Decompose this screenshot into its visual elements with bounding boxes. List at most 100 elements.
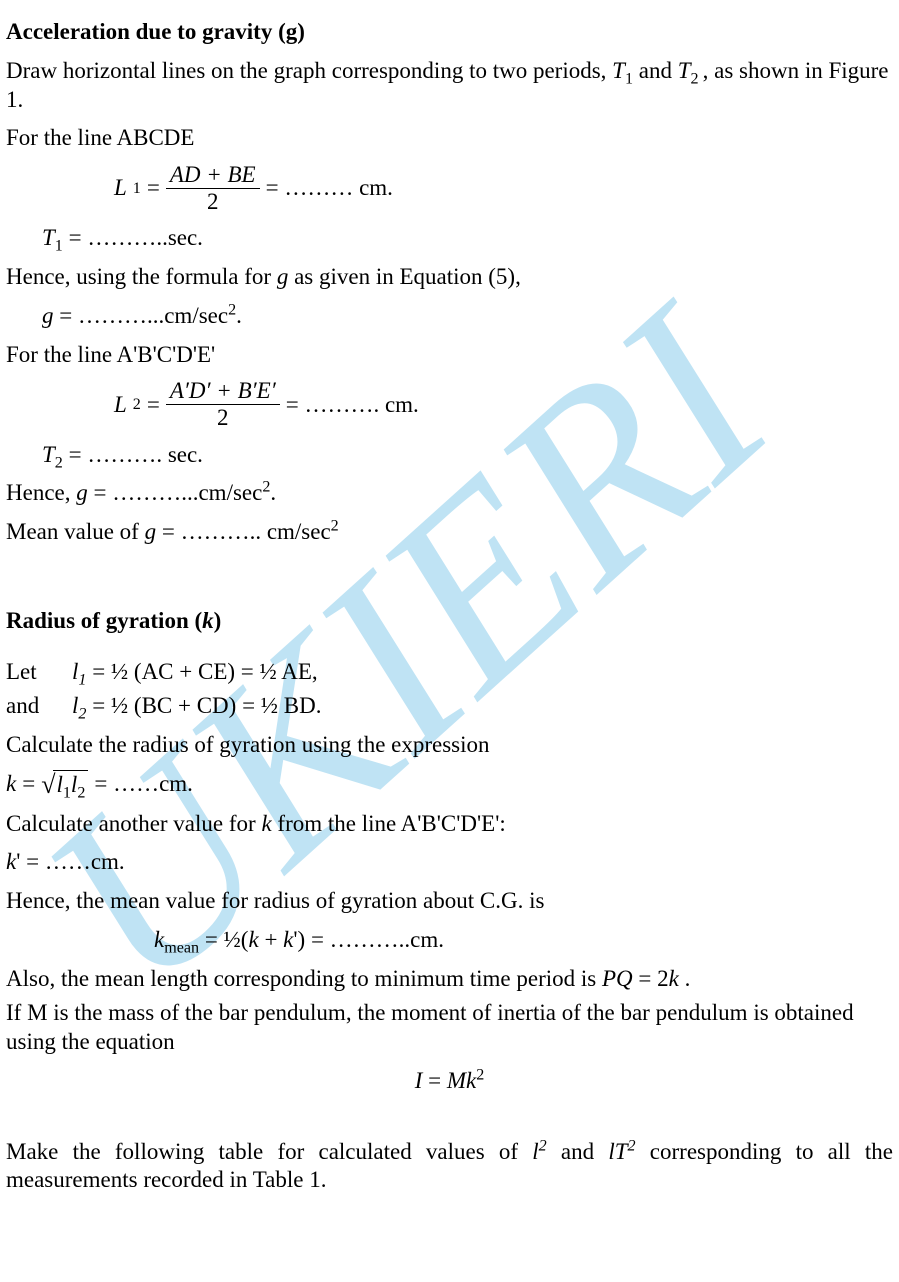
text: Mean value of xyxy=(6,519,145,544)
hence-line-1: Hence, using the formula for g as given … xyxy=(6,263,893,292)
denominator: 2 xyxy=(166,189,260,214)
kmean-line: kmean = ½(k + k') = ………..cm. xyxy=(6,926,893,955)
ifm-line: If M is the mass of the bar pendulum, th… xyxy=(6,999,893,1057)
text: + xyxy=(259,927,283,952)
equation-I: I = Mk2 xyxy=(6,1067,893,1096)
text: ' = ……cm. xyxy=(16,849,124,874)
equation-k: k = √ l1l2 = ……cm. xyxy=(6,770,893,800)
sup: 2 xyxy=(476,1066,484,1083)
line-abcde: For the line ABCDE xyxy=(6,124,893,153)
dot: . xyxy=(236,303,242,328)
heading-acceleration: Acceleration due to gravity (g) xyxy=(6,18,893,47)
var-g: g xyxy=(145,519,157,544)
text: and xyxy=(6,692,72,721)
numerator: AD + BE xyxy=(166,163,260,189)
sub: 2 xyxy=(691,70,703,87)
calc-line-2: Calculate another value for k from the l… xyxy=(6,810,893,839)
sup: 2 xyxy=(539,1137,547,1154)
var-T: T xyxy=(42,225,55,250)
text: Let xyxy=(6,658,72,687)
page-content: Acceleration due to gravity (g) Draw hor… xyxy=(0,0,899,1195)
var-k: k xyxy=(669,966,679,991)
text: = ………...cm/sec xyxy=(54,303,229,328)
text: and xyxy=(547,1139,609,1164)
var-T: T xyxy=(42,442,55,467)
text: = ½( xyxy=(199,927,248,952)
sup: 2 xyxy=(331,517,339,534)
let-line: Letl1 = ½ (AC + CE) = ½ AE, xyxy=(6,658,893,687)
var-T1: T xyxy=(612,58,625,83)
var-k: k xyxy=(202,608,214,633)
text: Draw horizontal lines on the graph corre… xyxy=(6,58,612,83)
numerator: A′D′ + B′E′ xyxy=(166,379,280,405)
text: Hence, using the formula for xyxy=(6,264,277,289)
surd-symbol: √ xyxy=(41,772,55,802)
sub: 2 xyxy=(77,784,85,801)
text: ) xyxy=(214,608,222,633)
fraction: A′D′ + B′E′ 2 xyxy=(166,379,280,430)
sup: 2 xyxy=(628,1137,636,1154)
text: = ½ (BC + CD) = ½ BD. xyxy=(86,693,321,718)
also-line: Also, the mean length corresponding to m… xyxy=(6,965,893,994)
kprime-line: k' = ……cm. xyxy=(6,848,893,877)
t2-line: T2 = ………. sec. xyxy=(6,441,893,470)
var-L: L xyxy=(114,174,127,203)
hence-line-2: Hence, g = ………...cm/sec2. xyxy=(6,479,893,508)
t1-line: T1 = ………..sec. xyxy=(6,224,893,253)
g-line-1: g = ………...cm/sec2. xyxy=(6,302,893,331)
text: = ………. sec. xyxy=(63,442,203,467)
text: Hence, xyxy=(6,480,76,505)
sub: 1 xyxy=(63,784,71,801)
var-k: k xyxy=(154,927,164,952)
tail: = ……cm. xyxy=(94,770,193,799)
text: Also, the mean length corresponding to m… xyxy=(6,966,602,991)
final-paragraph: Make the following table for calculated … xyxy=(6,1138,893,1196)
var-T2: T xyxy=(678,58,691,83)
text: = ………..sec. xyxy=(63,225,203,250)
dot: . xyxy=(270,480,276,505)
text: from the line A'B'C'D'E': xyxy=(272,811,506,836)
var-PQ: PQ xyxy=(602,966,633,991)
text: = ½ (AC + CE) = ½ AE, xyxy=(86,659,317,684)
sub: 1 xyxy=(55,238,63,255)
text: . xyxy=(679,966,691,991)
text: Make the following table for calculated … xyxy=(6,1139,532,1164)
var-L: L xyxy=(114,391,127,420)
sup: 2 xyxy=(228,301,236,318)
text: ') = ………..cm. xyxy=(293,927,444,952)
text: = ………...cm/sec xyxy=(88,480,263,505)
text: Radius of gyration ( xyxy=(6,608,202,633)
mean-g-line: Mean value of g = ……….. cm/sec2 xyxy=(6,518,893,547)
equals: = xyxy=(422,1068,446,1093)
heading-radius: Radius of gyration (k) xyxy=(6,607,893,636)
equation-L2: L2 = A′D′ + B′E′ 2 = ………. cm. xyxy=(6,379,893,430)
var-k: k xyxy=(6,770,16,799)
denominator: 2 xyxy=(166,405,280,430)
sub: 1 xyxy=(625,70,633,87)
fraction: AD + BE 2 xyxy=(166,163,260,214)
equals: = xyxy=(147,174,160,203)
text: = ……….. cm/sec xyxy=(156,519,331,544)
text: as given in Equation (5), xyxy=(288,264,521,289)
equals: = xyxy=(22,770,35,799)
var-Mk: Mk xyxy=(447,1068,476,1093)
tail: = ……… cm. xyxy=(266,174,393,203)
var-k: k xyxy=(248,927,258,952)
radicand: l1l2 xyxy=(53,770,88,800)
and-line: andl2 = ½ (BC + CD) = ½ BD. xyxy=(6,692,893,721)
text: Calculate another value for xyxy=(6,811,261,836)
calc-line-1: Calculate the radius of gyration using t… xyxy=(6,731,893,760)
hence-line-3: Hence, the mean value for radius of gyra… xyxy=(6,887,893,916)
sub: 2 xyxy=(55,454,63,471)
sub: mean xyxy=(164,939,199,956)
var-k: k xyxy=(283,927,293,952)
var-k: k xyxy=(6,849,16,874)
intro-paragraph: Draw horizontal lines on the graph corre… xyxy=(6,57,893,115)
var-g: g xyxy=(76,480,88,505)
line-abcde-prime: For the line A'B'C'D'E' xyxy=(6,341,893,370)
sqrt: √ l1l2 xyxy=(41,770,88,800)
equation-L1: L1 = AD + BE 2 = ……… cm. xyxy=(6,163,893,214)
var-g: g xyxy=(277,264,289,289)
var-k: k xyxy=(261,811,271,836)
text: = 2 xyxy=(633,966,669,991)
